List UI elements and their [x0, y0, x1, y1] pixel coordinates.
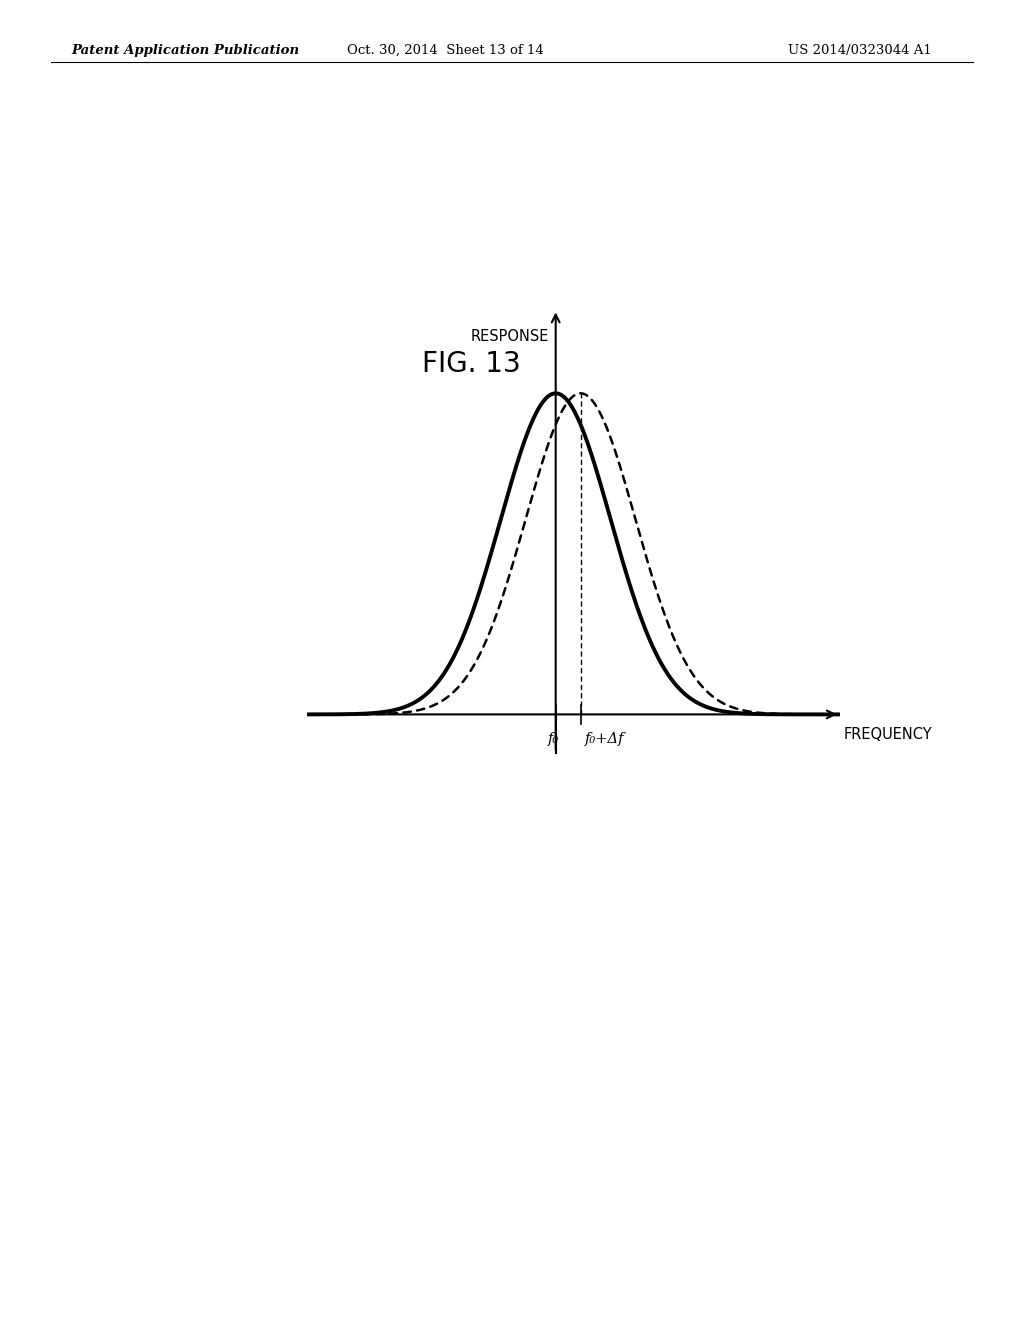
Text: f₀: f₀: [548, 733, 559, 746]
Text: Oct. 30, 2014  Sheet 13 of 14: Oct. 30, 2014 Sheet 13 of 14: [347, 44, 544, 57]
Text: US 2014/0323044 A1: US 2014/0323044 A1: [788, 44, 932, 57]
Text: FIG. 13: FIG. 13: [422, 350, 520, 378]
Text: f₀+Δf: f₀+Δf: [585, 733, 625, 746]
Text: Patent Application Publication: Patent Application Publication: [72, 44, 300, 57]
Text: RESPONSE: RESPONSE: [470, 329, 549, 345]
Text: FREQUENCY: FREQUENCY: [844, 727, 933, 742]
